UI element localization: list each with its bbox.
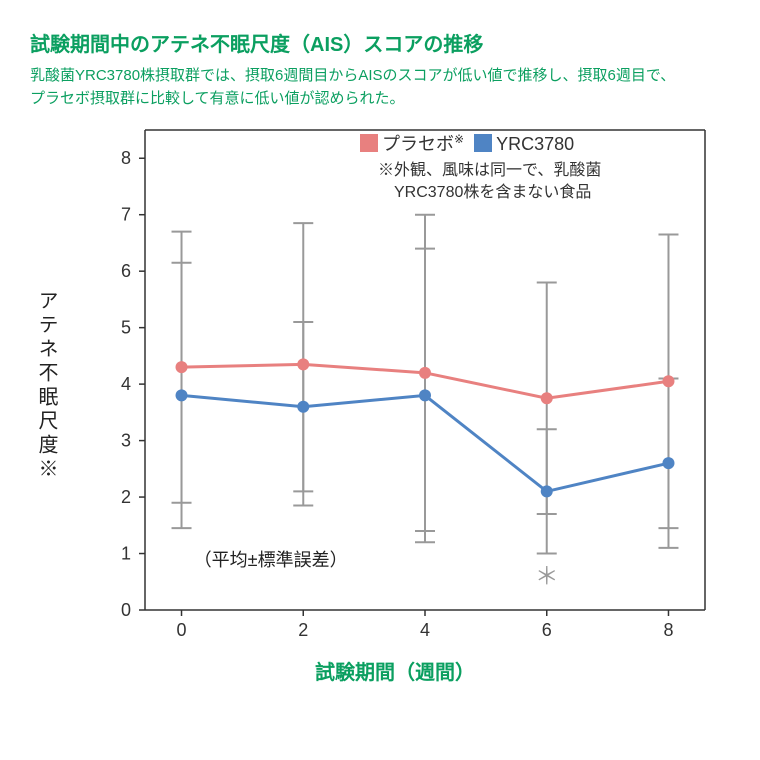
legend-note-line2: YRC3780株を含まない食品	[378, 184, 591, 201]
y-axis-label: アテネ不眠尺度※	[32, 290, 61, 482]
svg-text:5: 5	[121, 318, 131, 338]
svg-text:0: 0	[177, 620, 187, 640]
svg-text:6: 6	[121, 261, 131, 281]
legend-yrc-label: YRC3780	[496, 134, 574, 154]
svg-text:7: 7	[121, 205, 131, 225]
svg-text:4: 4	[121, 374, 131, 394]
x-axis-label: 試験期間（週間）	[60, 656, 730, 685]
subtitle-line2: プラセボ摂取群に比較して有意に低い値が認められた。	[30, 90, 405, 107]
chart-title: 試験期間中のアテネ不眠尺度（AIS）スコアの推移	[30, 28, 730, 57]
svg-text:0: 0	[121, 600, 131, 620]
chart-subtitle: 乳酸菌YRC3780株摂取群では、摂取6週間目からAISのスコアが低い値で推移し…	[30, 65, 730, 110]
svg-text:2: 2	[121, 487, 131, 507]
legend-note: ※外観、風味は同一で、乳酸菌 YRC3780株を含まない食品	[378, 160, 601, 205]
svg-text:8: 8	[121, 148, 131, 168]
mean-se-annotation: （平均±標準誤差）	[194, 546, 348, 572]
legend-placebo-mark: ※	[454, 132, 464, 146]
svg-text:3: 3	[121, 431, 131, 451]
chart-area: アテネ不眠尺度※ プラセボ※ YRC3780 ※外観、風味は同一で、乳酸菌 YR…	[60, 120, 730, 685]
legend-note-line1: ※外観、風味は同一で、乳酸菌	[378, 162, 601, 179]
svg-text:6: 6	[542, 620, 552, 640]
legend-placebo-label: プラセボ	[382, 134, 454, 154]
subtitle-line1: 乳酸菌YRC3780株摂取群では、摂取6週間目からAISのスコアが低い値で推移し…	[30, 67, 675, 84]
legend-square-placebo	[360, 134, 378, 152]
svg-text:4: 4	[420, 620, 430, 640]
svg-text:2: 2	[298, 620, 308, 640]
legend-square-yrc	[474, 134, 492, 152]
legend: プラセボ※ YRC3780	[360, 130, 574, 156]
svg-text:8: 8	[663, 620, 673, 640]
svg-text:1: 1	[121, 544, 131, 564]
svg-text:＊: ＊	[535, 563, 559, 590]
